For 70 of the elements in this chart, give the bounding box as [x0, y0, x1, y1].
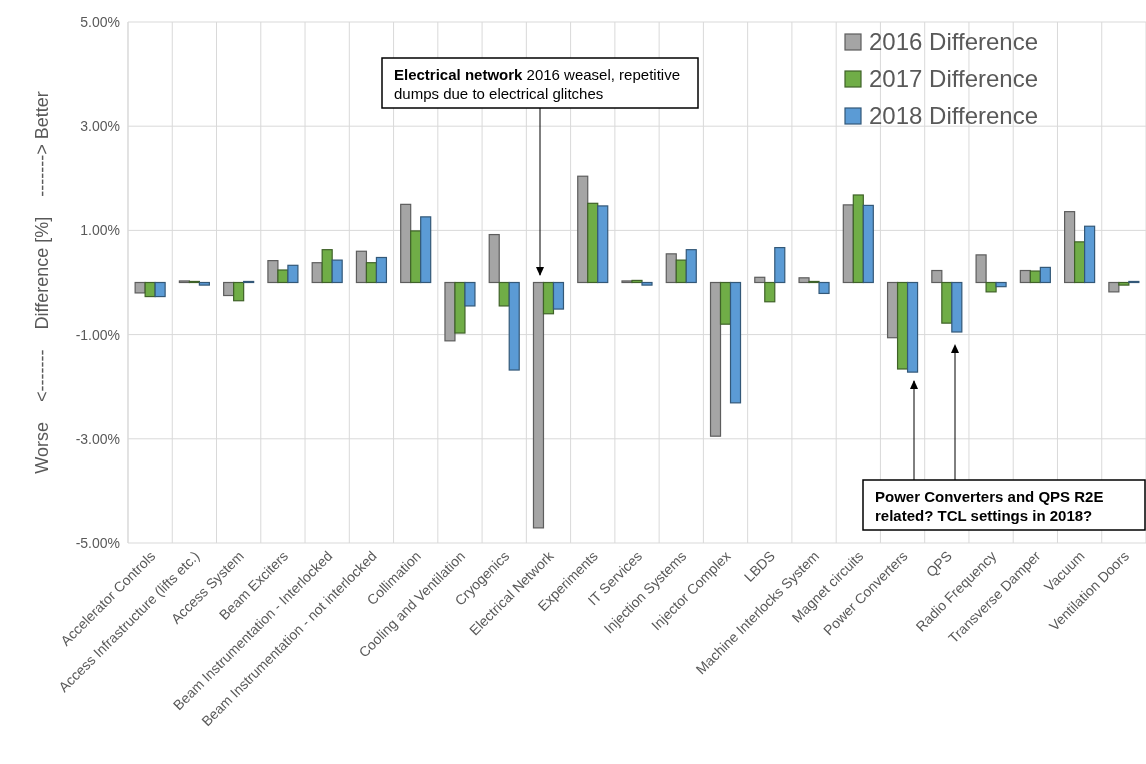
bar	[1064, 211, 1076, 284]
bar	[665, 253, 677, 284]
bar	[277, 269, 289, 284]
bar	[464, 281, 476, 307]
bar	[862, 204, 874, 284]
bar	[577, 175, 589, 284]
annotation: Power Converters and QPS R2E related? TCL settings in 2018?	[875, 488, 1104, 524]
bar	[287, 264, 299, 284]
bar	[311, 262, 323, 284]
bar	[198, 281, 210, 286]
bar	[410, 230, 422, 284]
bar	[355, 250, 368, 284]
bar	[852, 194, 864, 284]
bar	[400, 203, 412, 284]
bar	[267, 260, 279, 284]
bar	[321, 249, 333, 284]
bar	[454, 281, 466, 334]
bar	[1084, 225, 1096, 284]
bar	[597, 205, 609, 284]
bar	[444, 281, 456, 342]
bar	[1118, 281, 1130, 286]
bar	[941, 281, 953, 324]
bar	[985, 281, 997, 293]
legend-label: 2017 Difference	[869, 65, 1039, 93]
bar	[798, 277, 810, 284]
bar	[906, 281, 919, 373]
y-tick-label: -5.00%	[75, 534, 120, 551]
bar	[931, 269, 943, 284]
bar	[365, 262, 378, 284]
bar	[1029, 270, 1041, 284]
bar	[134, 281, 146, 294]
bar	[233, 281, 245, 302]
bar	[719, 281, 732, 325]
y-tick-label: 1.00%	[80, 222, 120, 239]
bar	[754, 276, 766, 284]
annotation: Electrical network 2016 weasel, repetitive dumps due to electrical glitches	[394, 66, 680, 102]
bar	[764, 281, 776, 303]
bar	[631, 279, 643, 284]
bar	[975, 254, 987, 284]
y-tick-label: 3.00%	[80, 118, 120, 135]
bar	[729, 281, 742, 404]
bar	[1108, 281, 1120, 293]
bar	[842, 204, 854, 284]
bar	[154, 281, 166, 298]
bar	[508, 281, 520, 371]
bar	[532, 281, 545, 529]
y-axis-title: Worse <------- Difference [%] -------> Better	[32, 91, 52, 474]
bar	[1039, 266, 1051, 284]
bar	[896, 281, 909, 370]
bar	[542, 281, 555, 315]
bar	[498, 281, 510, 307]
bar	[818, 281, 830, 295]
legend-label: 2018 Difference	[869, 102, 1039, 130]
legend-label: 2016 Difference	[869, 28, 1039, 56]
y-tick-label: -3.00%	[75, 430, 120, 447]
bar	[641, 281, 653, 286]
y-tick-label: -1.00%	[75, 326, 120, 343]
bar	[685, 249, 697, 284]
bar	[552, 281, 565, 310]
bar	[331, 259, 343, 284]
y-tick-label: 5.00%	[80, 13, 120, 30]
bar	[420, 216, 432, 284]
bar	[951, 281, 963, 333]
bar	[1074, 241, 1086, 284]
bar	[488, 233, 500, 284]
bar	[995, 281, 1007, 288]
bar	[375, 256, 388, 284]
bar	[774, 246, 786, 284]
bar	[675, 259, 687, 284]
bar	[709, 281, 722, 437]
